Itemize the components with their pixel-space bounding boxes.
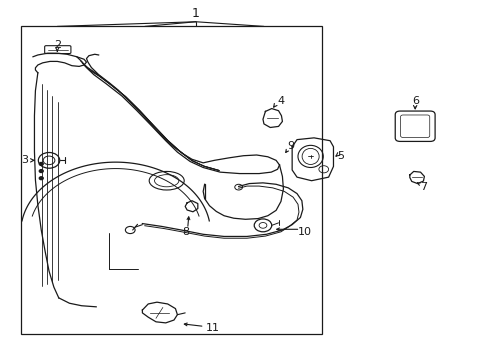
Text: 2: 2 — [54, 40, 61, 50]
Text: 9: 9 — [286, 141, 294, 151]
Text: 7: 7 — [419, 182, 426, 192]
Text: 1: 1 — [192, 8, 200, 21]
FancyBboxPatch shape — [400, 115, 429, 138]
Text: 8: 8 — [182, 227, 189, 237]
Circle shape — [39, 170, 43, 172]
FancyBboxPatch shape — [394, 111, 434, 141]
Circle shape — [39, 177, 43, 180]
Text: 10: 10 — [298, 227, 312, 237]
Text: 5: 5 — [337, 151, 344, 161]
Text: 3: 3 — [21, 156, 28, 165]
Text: 11: 11 — [205, 323, 220, 333]
Circle shape — [39, 162, 43, 165]
Text: 4: 4 — [277, 96, 284, 107]
Text: 6: 6 — [411, 96, 418, 107]
FancyBboxPatch shape — [44, 46, 71, 54]
